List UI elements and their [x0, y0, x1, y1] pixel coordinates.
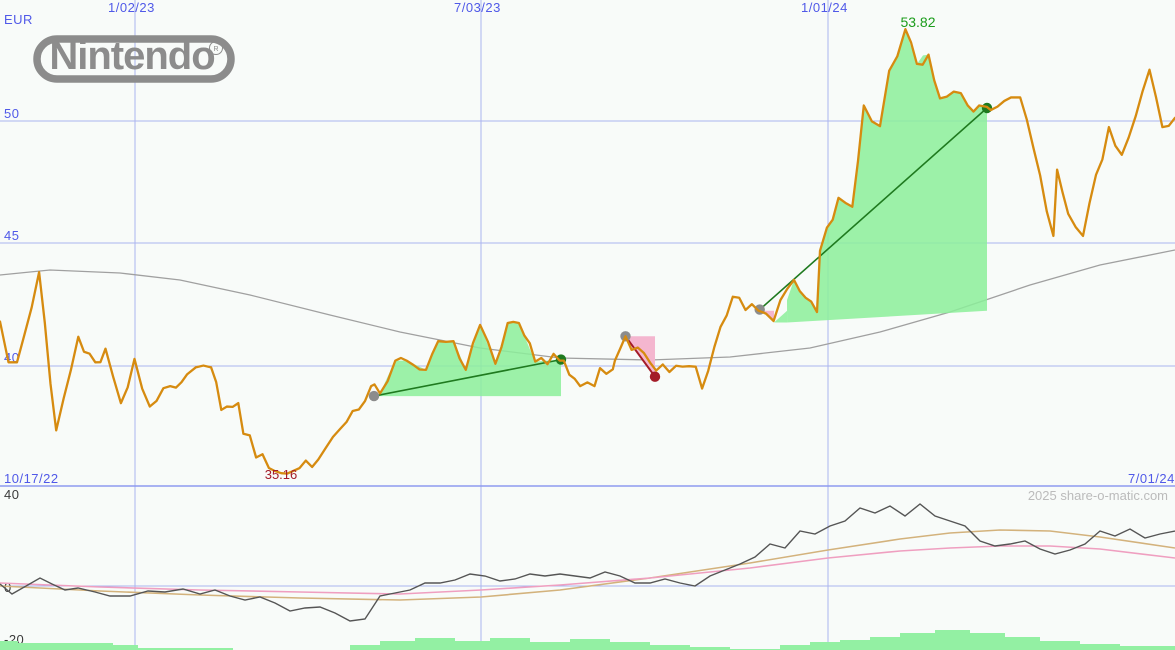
svg-text:7/03/23: 7/03/23: [454, 0, 501, 15]
svg-text:EUR: EUR: [4, 12, 33, 27]
svg-text:53.82: 53.82: [900, 14, 935, 30]
svg-text:10/17/22: 10/17/22: [4, 471, 59, 486]
svg-text:40: 40: [4, 487, 19, 502]
svg-text:7/01/24: 7/01/24: [1128, 471, 1175, 486]
svg-text:R: R: [213, 46, 218, 53]
svg-text:1/01/24: 1/01/24: [801, 0, 848, 15]
svg-text:1/02/23: 1/02/23: [108, 0, 155, 15]
svg-text:35.16: 35.16: [265, 467, 298, 482]
svg-text:2025 share-o-matic.com: 2025 share-o-matic.com: [1028, 488, 1168, 503]
svg-text:50: 50: [4, 106, 19, 121]
svg-text:45: 45: [4, 228, 19, 243]
svg-text:Nintendo: Nintendo: [49, 34, 214, 78]
